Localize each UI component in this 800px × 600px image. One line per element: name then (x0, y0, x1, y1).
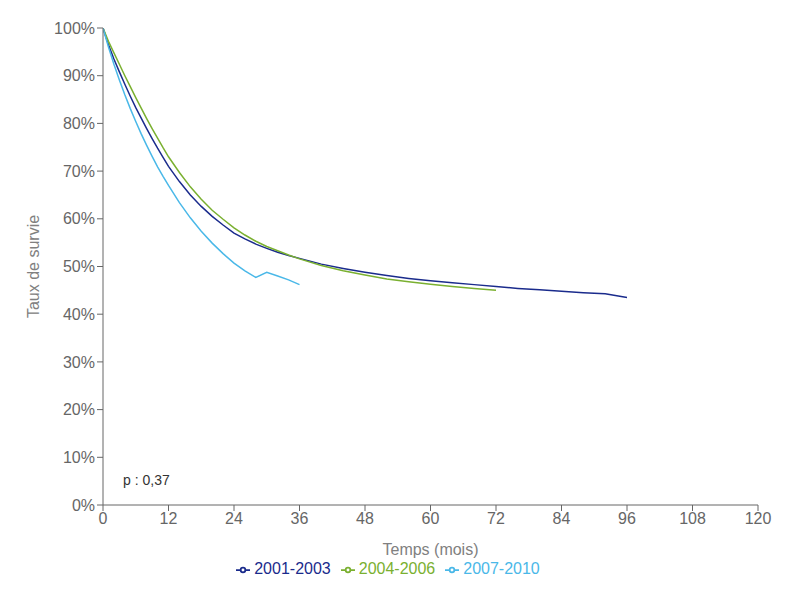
svg-text:20%: 20% (63, 401, 95, 418)
svg-text:84: 84 (553, 510, 571, 527)
svg-text:70%: 70% (63, 163, 95, 180)
html-text:2004-2006: 2004-2006 (358, 560, 436, 577)
svg-text:108: 108 (679, 510, 706, 527)
html-text:2007-2010: 2007-2010 (463, 560, 540, 577)
svg-text:60: 60 (422, 510, 440, 527)
svg-text:24: 24 (225, 510, 243, 527)
svg-text:60%: 60% (63, 210, 95, 227)
svg-text:40%: 40% (63, 306, 95, 323)
html-text:2001-2003: 2001-2003 (254, 560, 331, 577)
svg-text:12: 12 (160, 510, 178, 527)
svg-text:10%: 10% (63, 449, 95, 466)
svg-text:96: 96 (618, 510, 636, 527)
svg-text:0%: 0% (72, 497, 95, 514)
svg-text:p : 0,37: p : 0,37 (123, 472, 170, 488)
svg-text:36: 36 (291, 510, 309, 527)
svg-text:90%: 90% (63, 67, 95, 84)
svg-text:120: 120 (745, 510, 772, 527)
svg-text:100%: 100% (54, 20, 95, 37)
svg-text:30%: 30% (63, 354, 95, 371)
svg-text:Taux de survie: Taux de survie (25, 215, 42, 318)
svg-text:72: 72 (487, 510, 505, 527)
svg-text:50%: 50% (63, 258, 95, 275)
svg-text:Temps (mois): Temps (mois) (382, 541, 478, 558)
svg-text:80%: 80% (63, 115, 95, 132)
svg-text:0: 0 (99, 510, 108, 527)
svg-text:48: 48 (356, 510, 374, 527)
